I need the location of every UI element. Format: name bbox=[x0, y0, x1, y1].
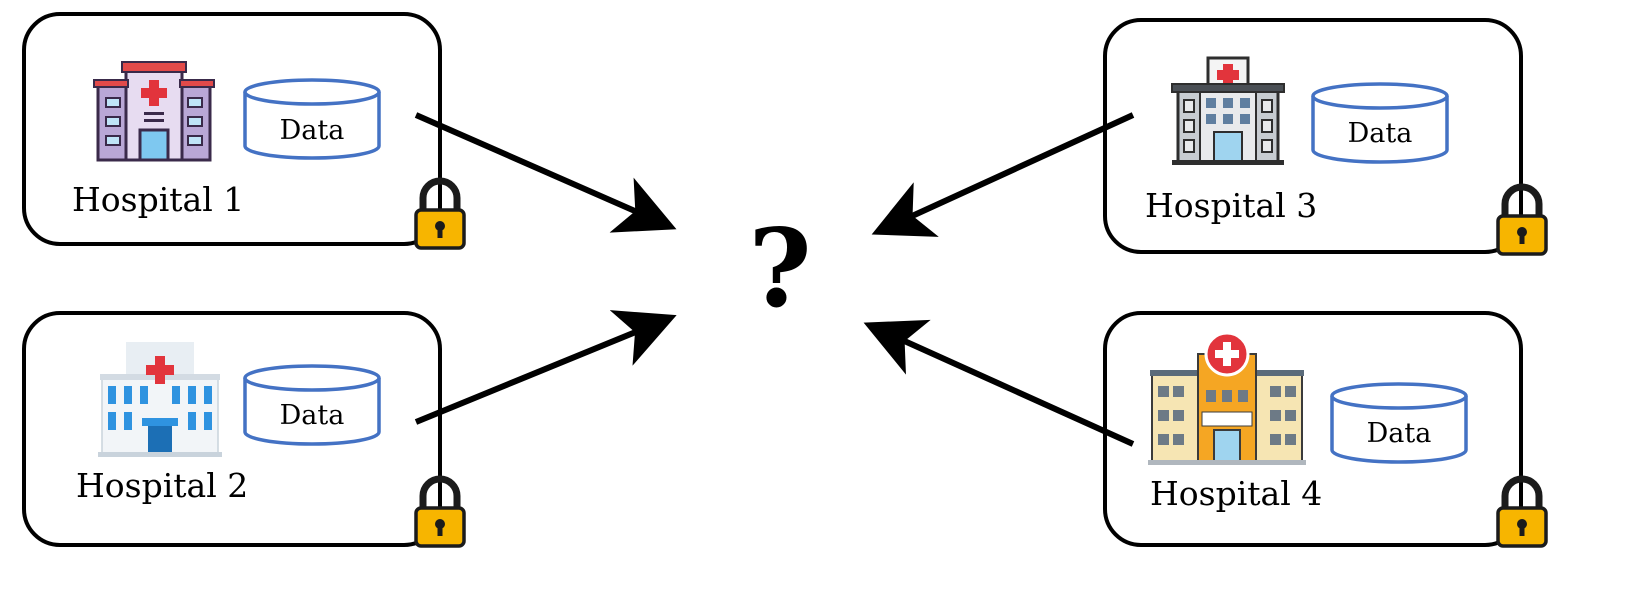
hospital-3-panel: Data Hospital 3 bbox=[1103, 18, 1548, 256]
hospital-1-name: Hospital 1 bbox=[72, 180, 244, 219]
arrow-hospital-2-to-center bbox=[414, 310, 677, 425]
arrows bbox=[414, 112, 1135, 447]
hospital-4-data-label: Data bbox=[1367, 418, 1432, 449]
hospital-1-data-label: Data bbox=[280, 115, 345, 146]
hospital-building-icon bbox=[1148, 331, 1306, 465]
hospital-2-name: Hospital 2 bbox=[76, 466, 248, 505]
padlock-icon bbox=[414, 177, 466, 250]
padlock-icon bbox=[414, 475, 466, 548]
hospital-building-icon bbox=[93, 61, 215, 162]
central-question-mark: ? bbox=[748, 206, 811, 332]
database-cylinder-icon bbox=[243, 78, 381, 160]
database-cylinder-icon bbox=[1330, 382, 1468, 464]
hospital-building-icon bbox=[1171, 56, 1285, 165]
hospital-3-name: Hospital 3 bbox=[1145, 186, 1317, 225]
database-cylinder-icon bbox=[1311, 82, 1449, 164]
hospital-2-panel: Data Hospital 2 bbox=[22, 311, 466, 548]
padlock-icon bbox=[1496, 475, 1548, 548]
arrow-hospital-3-to-center bbox=[871, 112, 1135, 237]
hospital-4-name: Hospital 4 bbox=[1150, 474, 1322, 513]
arrow-hospital-4-to-center bbox=[863, 319, 1135, 447]
hospital-4-panel: Data Hospital 4 bbox=[1103, 311, 1548, 548]
database-cylinder-icon bbox=[243, 364, 381, 446]
hospital-2-data-label: Data bbox=[280, 400, 345, 431]
hospital-1-panel: Data Hospital 1 bbox=[22, 12, 466, 250]
arrow-hospital-1-to-center bbox=[414, 112, 677, 233]
hospital-3-data-label: Data bbox=[1348, 118, 1413, 149]
padlock-icon bbox=[1496, 183, 1548, 256]
hospital-building-icon bbox=[98, 342, 222, 457]
